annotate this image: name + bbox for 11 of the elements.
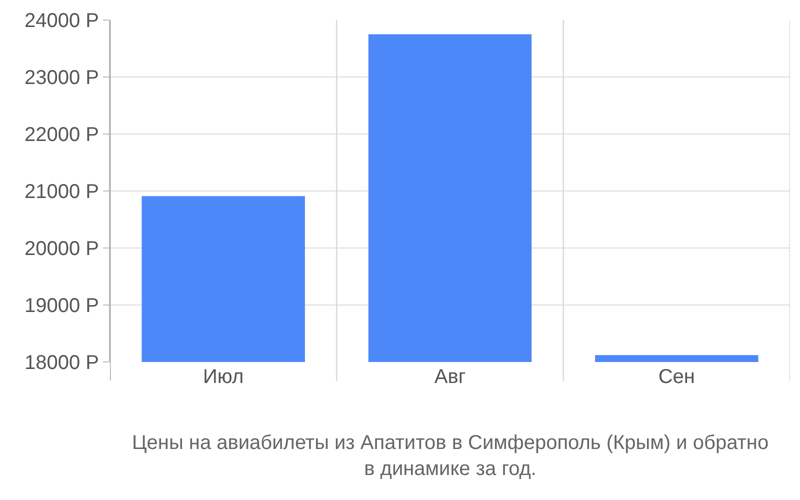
text: Цены на авиабилеты из Апатитов в Симферополь (Крым) и обратно в динамике за год. [132, 432, 769, 480]
y-tick-label: 22000 Р [24, 124, 99, 146]
y-tick-label: 23000 Р [24, 67, 99, 89]
y-tick-label: 19000 Р [24, 295, 99, 317]
y-tick-label: 24000 Р [24, 10, 99, 32]
x-tick-label: Сен [658, 366, 695, 388]
x-tick-label: Июл [203, 366, 244, 388]
x-tick-label: Авг [434, 366, 466, 388]
y-tick-label: 21000 Р [24, 181, 99, 203]
y-tick-label: 18000 Р [24, 352, 99, 374]
y-tick-label: 20000 Р [24, 238, 99, 260]
